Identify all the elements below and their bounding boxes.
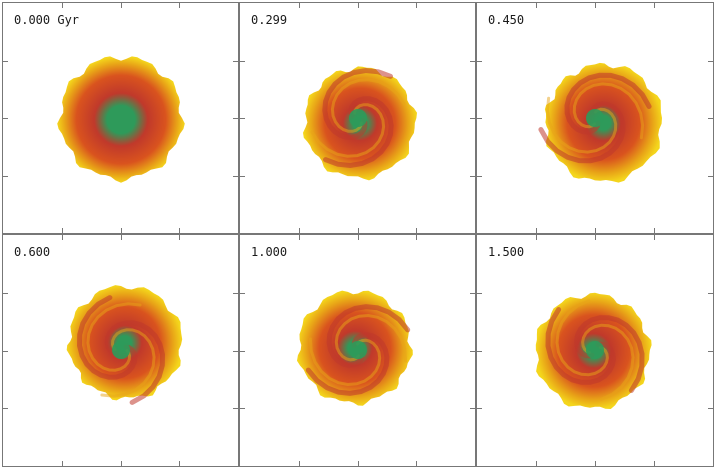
galaxy-core [349, 341, 367, 359]
frame-ticks [477, 3, 713, 233]
galaxy-core [349, 109, 367, 127]
galaxy-snapshot-2 [477, 3, 713, 233]
time-label-4: 1.000 [251, 245, 288, 259]
time-label-1: 0.299 [251, 13, 288, 27]
snapshot-panel-5: 1.500 [476, 234, 714, 467]
snapshot-panel-1: 0.299 [239, 2, 476, 234]
galaxy-core [586, 109, 604, 127]
time-label-0: 0.000 Gyr [14, 13, 80, 27]
spiral-arms [538, 72, 652, 164]
time-label-5: 1.500 [488, 245, 525, 259]
galaxy-snapshot-1 [240, 3, 475, 233]
spiral-arms [545, 299, 645, 401]
spiral-arms [310, 67, 406, 169]
time-label-2: 0.450 [488, 13, 525, 27]
galaxy-core [586, 341, 604, 359]
galaxy-snapshot-3 [3, 235, 238, 466]
frame-ticks [3, 3, 238, 233]
galaxy-disk [57, 56, 185, 183]
snapshot-panel-0: 0.000 Gyr [2, 2, 239, 234]
spiral-arms [305, 304, 411, 396]
snapshot-panel-4: 1.000 [239, 234, 476, 467]
frame-ticks [477, 235, 713, 466]
galaxy-snapshot-4 [240, 235, 475, 466]
galaxy-snapshot-0 [3, 3, 238, 233]
galaxy-core [112, 341, 130, 359]
snapshot-panel-2: 0.450 [476, 2, 714, 234]
spiral-arms [76, 295, 166, 405]
frame-ticks [240, 235, 475, 466]
frame-ticks [240, 3, 475, 233]
galaxy-disk [544, 62, 662, 183]
frame-ticks [3, 235, 238, 466]
time-label-3: 0.600 [14, 245, 51, 259]
galaxy-snapshot-5 [477, 235, 713, 466]
snapshot-panel-3: 0.600 [2, 234, 239, 467]
